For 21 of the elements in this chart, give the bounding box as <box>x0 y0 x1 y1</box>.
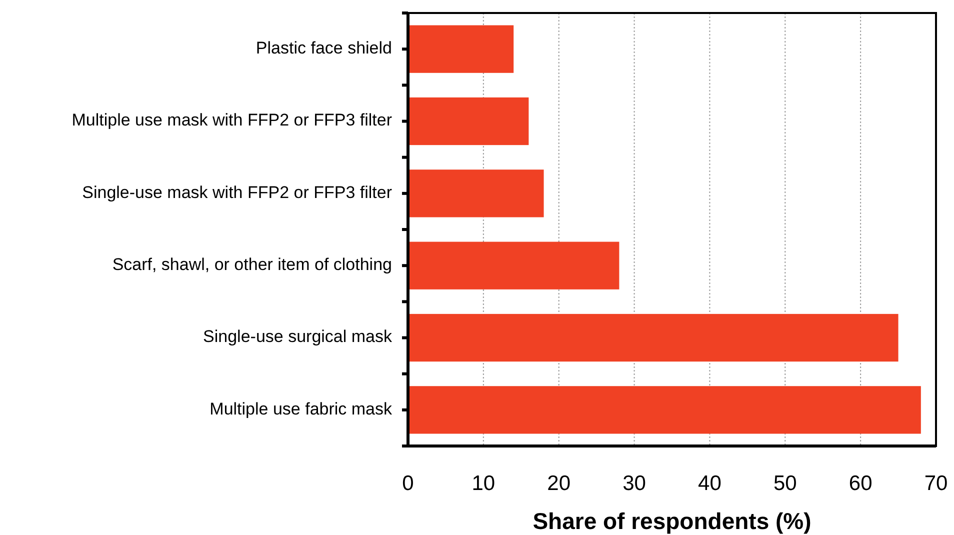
x-tick-label: 20 <box>547 472 571 495</box>
y-tick-label: Multiple use fabric mask <box>210 399 392 418</box>
bar <box>408 170 544 218</box>
bar <box>408 314 898 362</box>
bar <box>408 25 514 73</box>
x-tick-label: 70 <box>924 472 948 495</box>
x-tick-label: 40 <box>698 472 722 495</box>
y-tick-label: Single-use surgical mask <box>203 327 392 346</box>
x-tick-label: 10 <box>472 472 496 495</box>
y-tick-label: Plastic face shield <box>256 38 392 58</box>
x-tick-label: 60 <box>848 472 872 495</box>
y-tick-label: Scarf, shawl, or other item of clothing <box>112 255 392 274</box>
y-tick-label: Multiple use mask with FFP2 or FFP3 filter <box>72 110 392 130</box>
y-tick-label: Single-use mask with FFP2 or FFP3 filter <box>82 182 392 202</box>
bar <box>408 97 529 146</box>
bar <box>408 242 620 290</box>
bar <box>408 386 921 434</box>
x-tick-label: 30 <box>622 472 646 495</box>
x-tick-label: 50 <box>773 472 797 495</box>
x-axis-title: Share of respondents (%) <box>532 508 812 534</box>
x-tick-label: 0 <box>402 472 414 495</box>
